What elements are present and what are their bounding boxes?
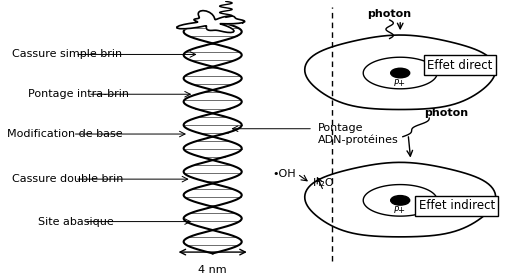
Text: Cassure double brin: Cassure double brin (12, 174, 123, 184)
Text: Pontage
ADN-protéines: Pontage ADN-protéines (318, 123, 399, 145)
Text: Cassure simple brin: Cassure simple brin (12, 50, 122, 60)
Text: •OH: •OH (272, 169, 296, 179)
Circle shape (391, 196, 410, 205)
Text: 4 nm: 4 nm (199, 265, 227, 275)
Text: Effet indirect: Effet indirect (418, 199, 495, 212)
Text: photon: photon (367, 9, 412, 19)
Text: P+: P+ (394, 79, 406, 88)
Text: Modification de base: Modification de base (7, 129, 122, 139)
Polygon shape (177, 11, 245, 32)
Text: Effet direct: Effet direct (427, 58, 493, 71)
Text: Pontage intra-brin: Pontage intra-brin (28, 89, 129, 99)
Circle shape (391, 68, 410, 78)
Text: Site abasique: Site abasique (38, 217, 114, 227)
Text: P+: P+ (394, 206, 406, 216)
Text: H₂O: H₂O (313, 178, 335, 188)
Text: photon: photon (424, 108, 468, 118)
